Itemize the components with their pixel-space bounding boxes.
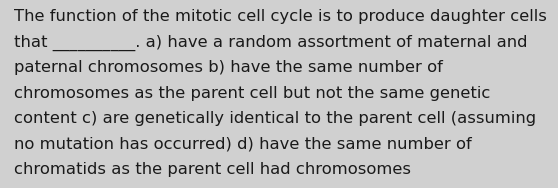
Text: that __________. a) have a random assortment of maternal and: that __________. a) have a random assort… xyxy=(14,35,527,51)
Text: The function of the mitotic cell cycle is to produce daughter cells: The function of the mitotic cell cycle i… xyxy=(14,9,547,24)
Text: chromatids as the parent cell had chromosomes: chromatids as the parent cell had chromo… xyxy=(14,162,411,177)
Text: paternal chromosomes b) have the same number of: paternal chromosomes b) have the same nu… xyxy=(14,60,443,75)
Text: content c) are genetically identical to the parent cell (assuming: content c) are genetically identical to … xyxy=(14,111,536,126)
Text: no mutation has occurred) d) have the same number of: no mutation has occurred) d) have the sa… xyxy=(14,136,472,151)
Text: chromosomes as the parent cell but not the same genetic: chromosomes as the parent cell but not t… xyxy=(14,86,490,101)
